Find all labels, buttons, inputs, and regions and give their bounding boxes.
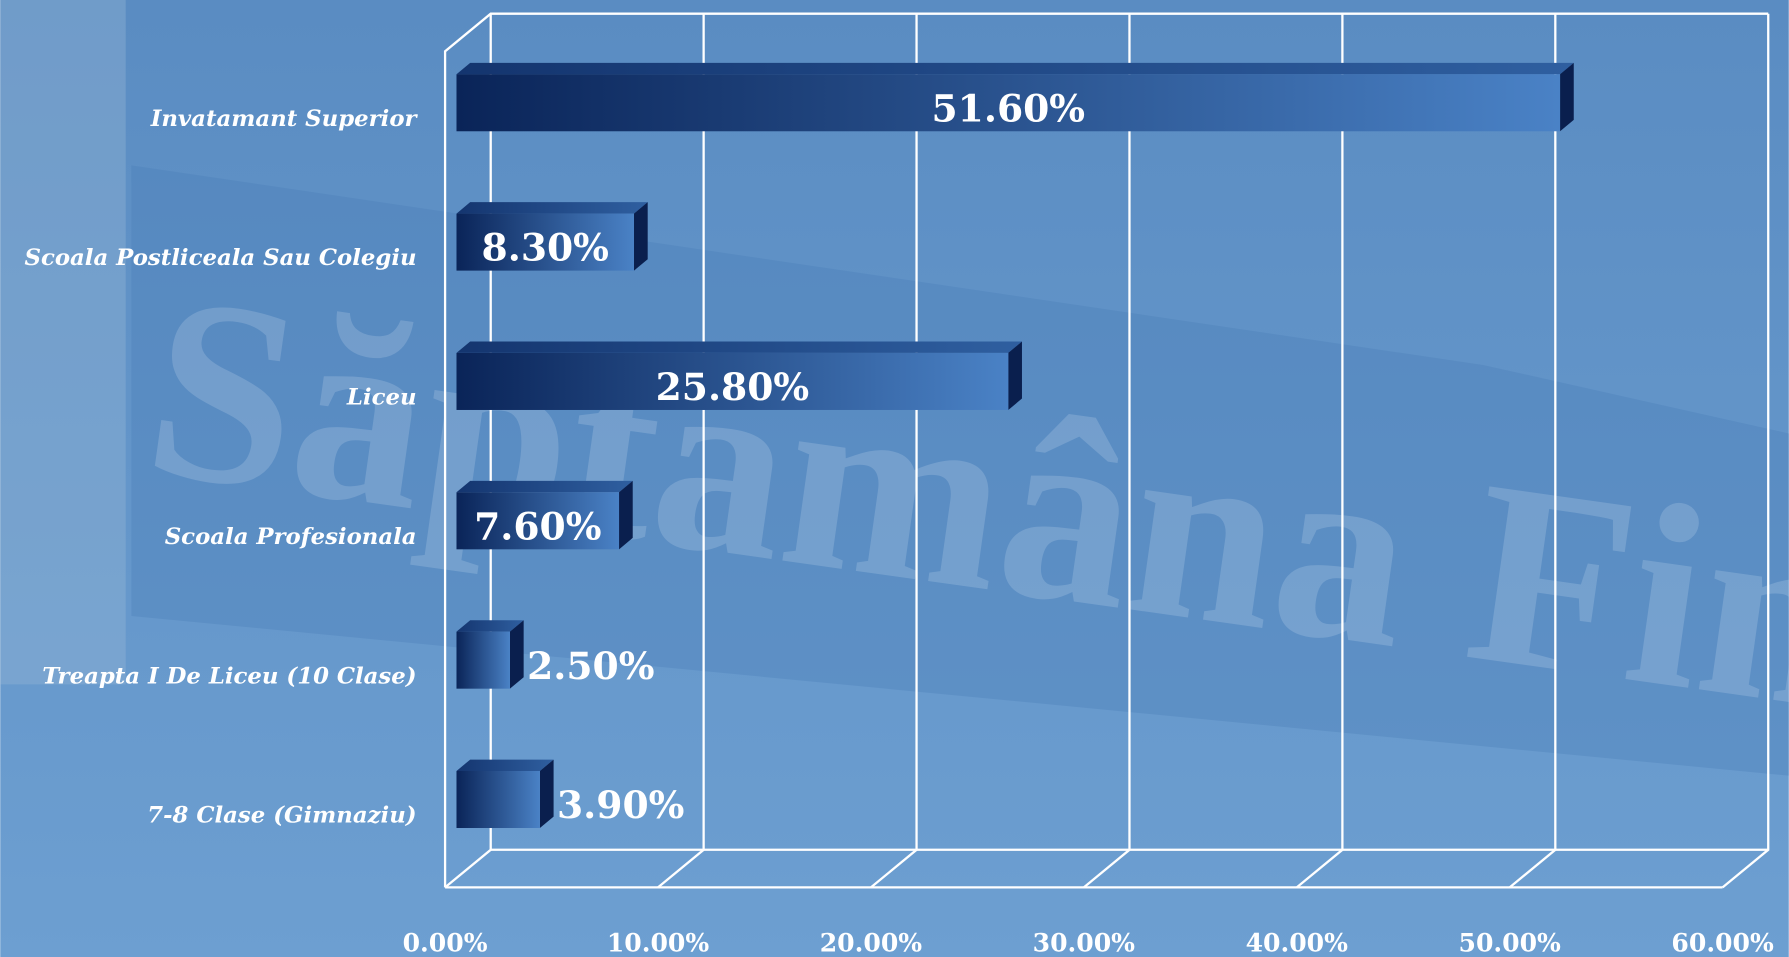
- grid-line: [657, 13, 705, 889]
- x-tick-label: 40.00%: [1246, 927, 1349, 957]
- bar: [456, 213, 635, 271]
- bar: [456, 631, 510, 689]
- grid-line: [1508, 13, 1557, 889]
- x-tick-label: 0.00%: [403, 927, 488, 957]
- x-tick-label: 50.00%: [1459, 927, 1562, 957]
- bar-top: [456, 202, 648, 214]
- category-label: Treapta I De Liceu (10 Clase): [42, 663, 416, 689]
- x-tick-label: 30.00%: [1033, 927, 1136, 957]
- plot-area: 0.00% 10.00% 20.00% 30.00% 40.00% 50.00% 60.00…: [24, 12, 1774, 957]
- grid-line: [1296, 13, 1344, 889]
- bar: [456, 492, 620, 550]
- category-label: Invatamant Superior: [150, 106, 419, 132]
- grid-line: [1721, 13, 1770, 889]
- background-column: [0, 0, 126, 685]
- value-label: 2.50%: [527, 644, 654, 688]
- x-tick-label: 10.00%: [607, 927, 710, 957]
- category-label: Liceu: [346, 385, 417, 411]
- bar-side: [509, 620, 524, 689]
- bar-side: [1560, 62, 1574, 132]
- category-label: Scoala Profesionala: [165, 524, 417, 550]
- bar-top: [456, 759, 554, 771]
- bar-top: [456, 341, 1022, 353]
- bar-side: [1008, 341, 1022, 410]
- bar-side: [539, 759, 554, 829]
- value-label: 51.60%: [931, 86, 1085, 130]
- category-label: Scoala Postliceala Sau Colegiu: [24, 245, 416, 271]
- bar-top: [456, 480, 633, 493]
- value-label: 8.30%: [482, 226, 609, 270]
- background-board: [131, 165, 1789, 776]
- bar-side: [634, 202, 648, 271]
- x-tick-label: 60.00%: [1671, 927, 1774, 957]
- bar: [456, 770, 540, 829]
- value-label: 7.60%: [474, 504, 601, 548]
- bar-top: [456, 62, 1574, 75]
- bar-side: [619, 480, 633, 550]
- value-label: 25.80%: [656, 365, 810, 409]
- value-label: 3.90%: [557, 783, 684, 827]
- category-label: 7-8 Clase (Gimnaziu): [147, 803, 416, 829]
- grid-line: [1083, 13, 1131, 889]
- bar: [456, 352, 1009, 410]
- grid-line: [870, 13, 918, 889]
- grid-line: [444, 13, 492, 889]
- bar-top: [456, 620, 524, 632]
- x-tick-label: 20.00%: [820, 927, 923, 957]
- bar: [456, 74, 1561, 132]
